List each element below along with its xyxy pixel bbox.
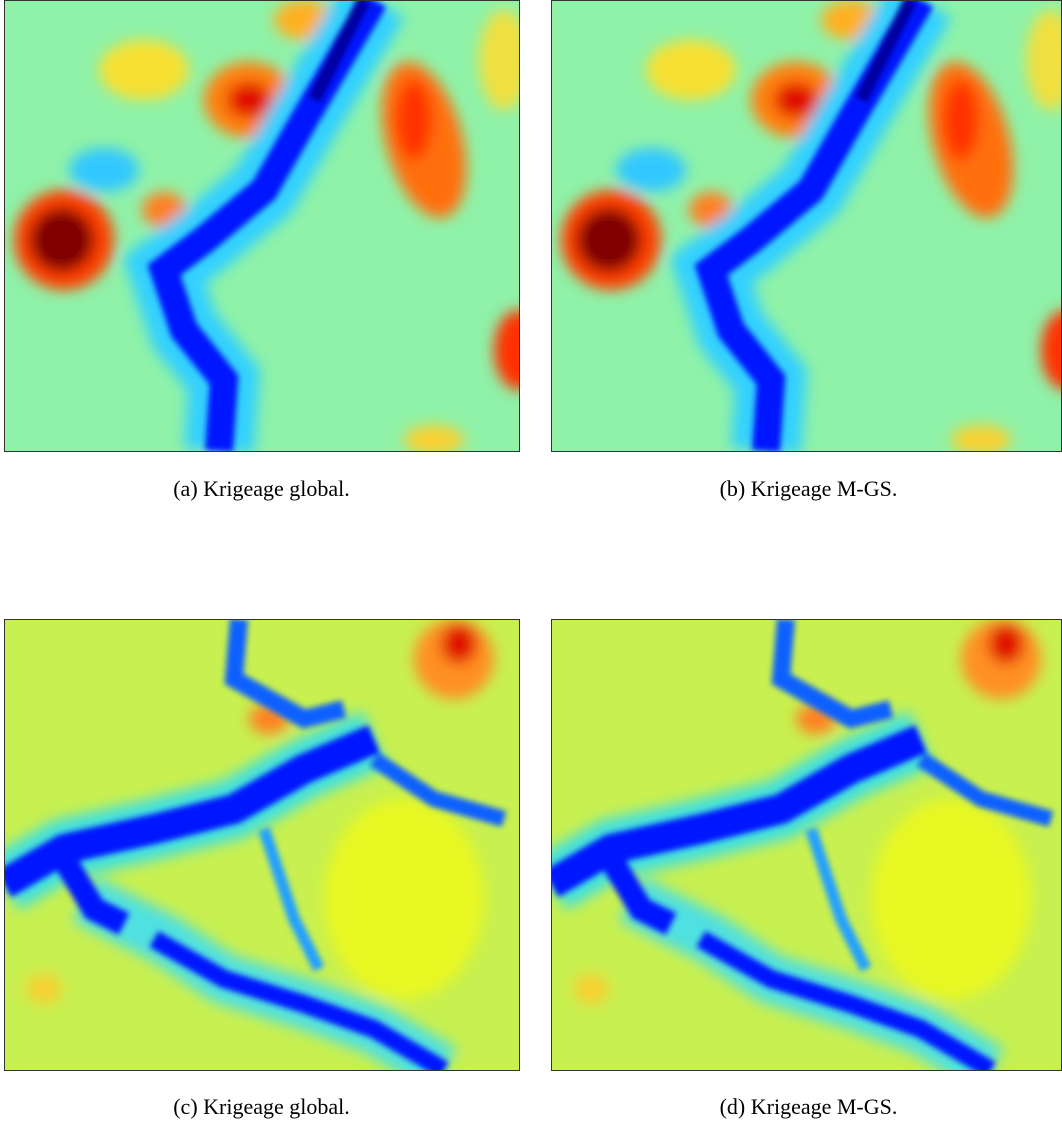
panel-b-image [551,0,1062,455]
caption: (a) Krigeage global. [173,476,350,501]
caption: (c) Krigeage global. [173,1094,350,1119]
panel-d-image [551,619,1062,1070]
panel-a-image [4,0,544,455]
caption: (d) Krigeage M-GS. [719,1094,898,1119]
panel-c-image [4,619,519,1070]
caption: (b) Krigeage M-GS. [719,476,898,501]
